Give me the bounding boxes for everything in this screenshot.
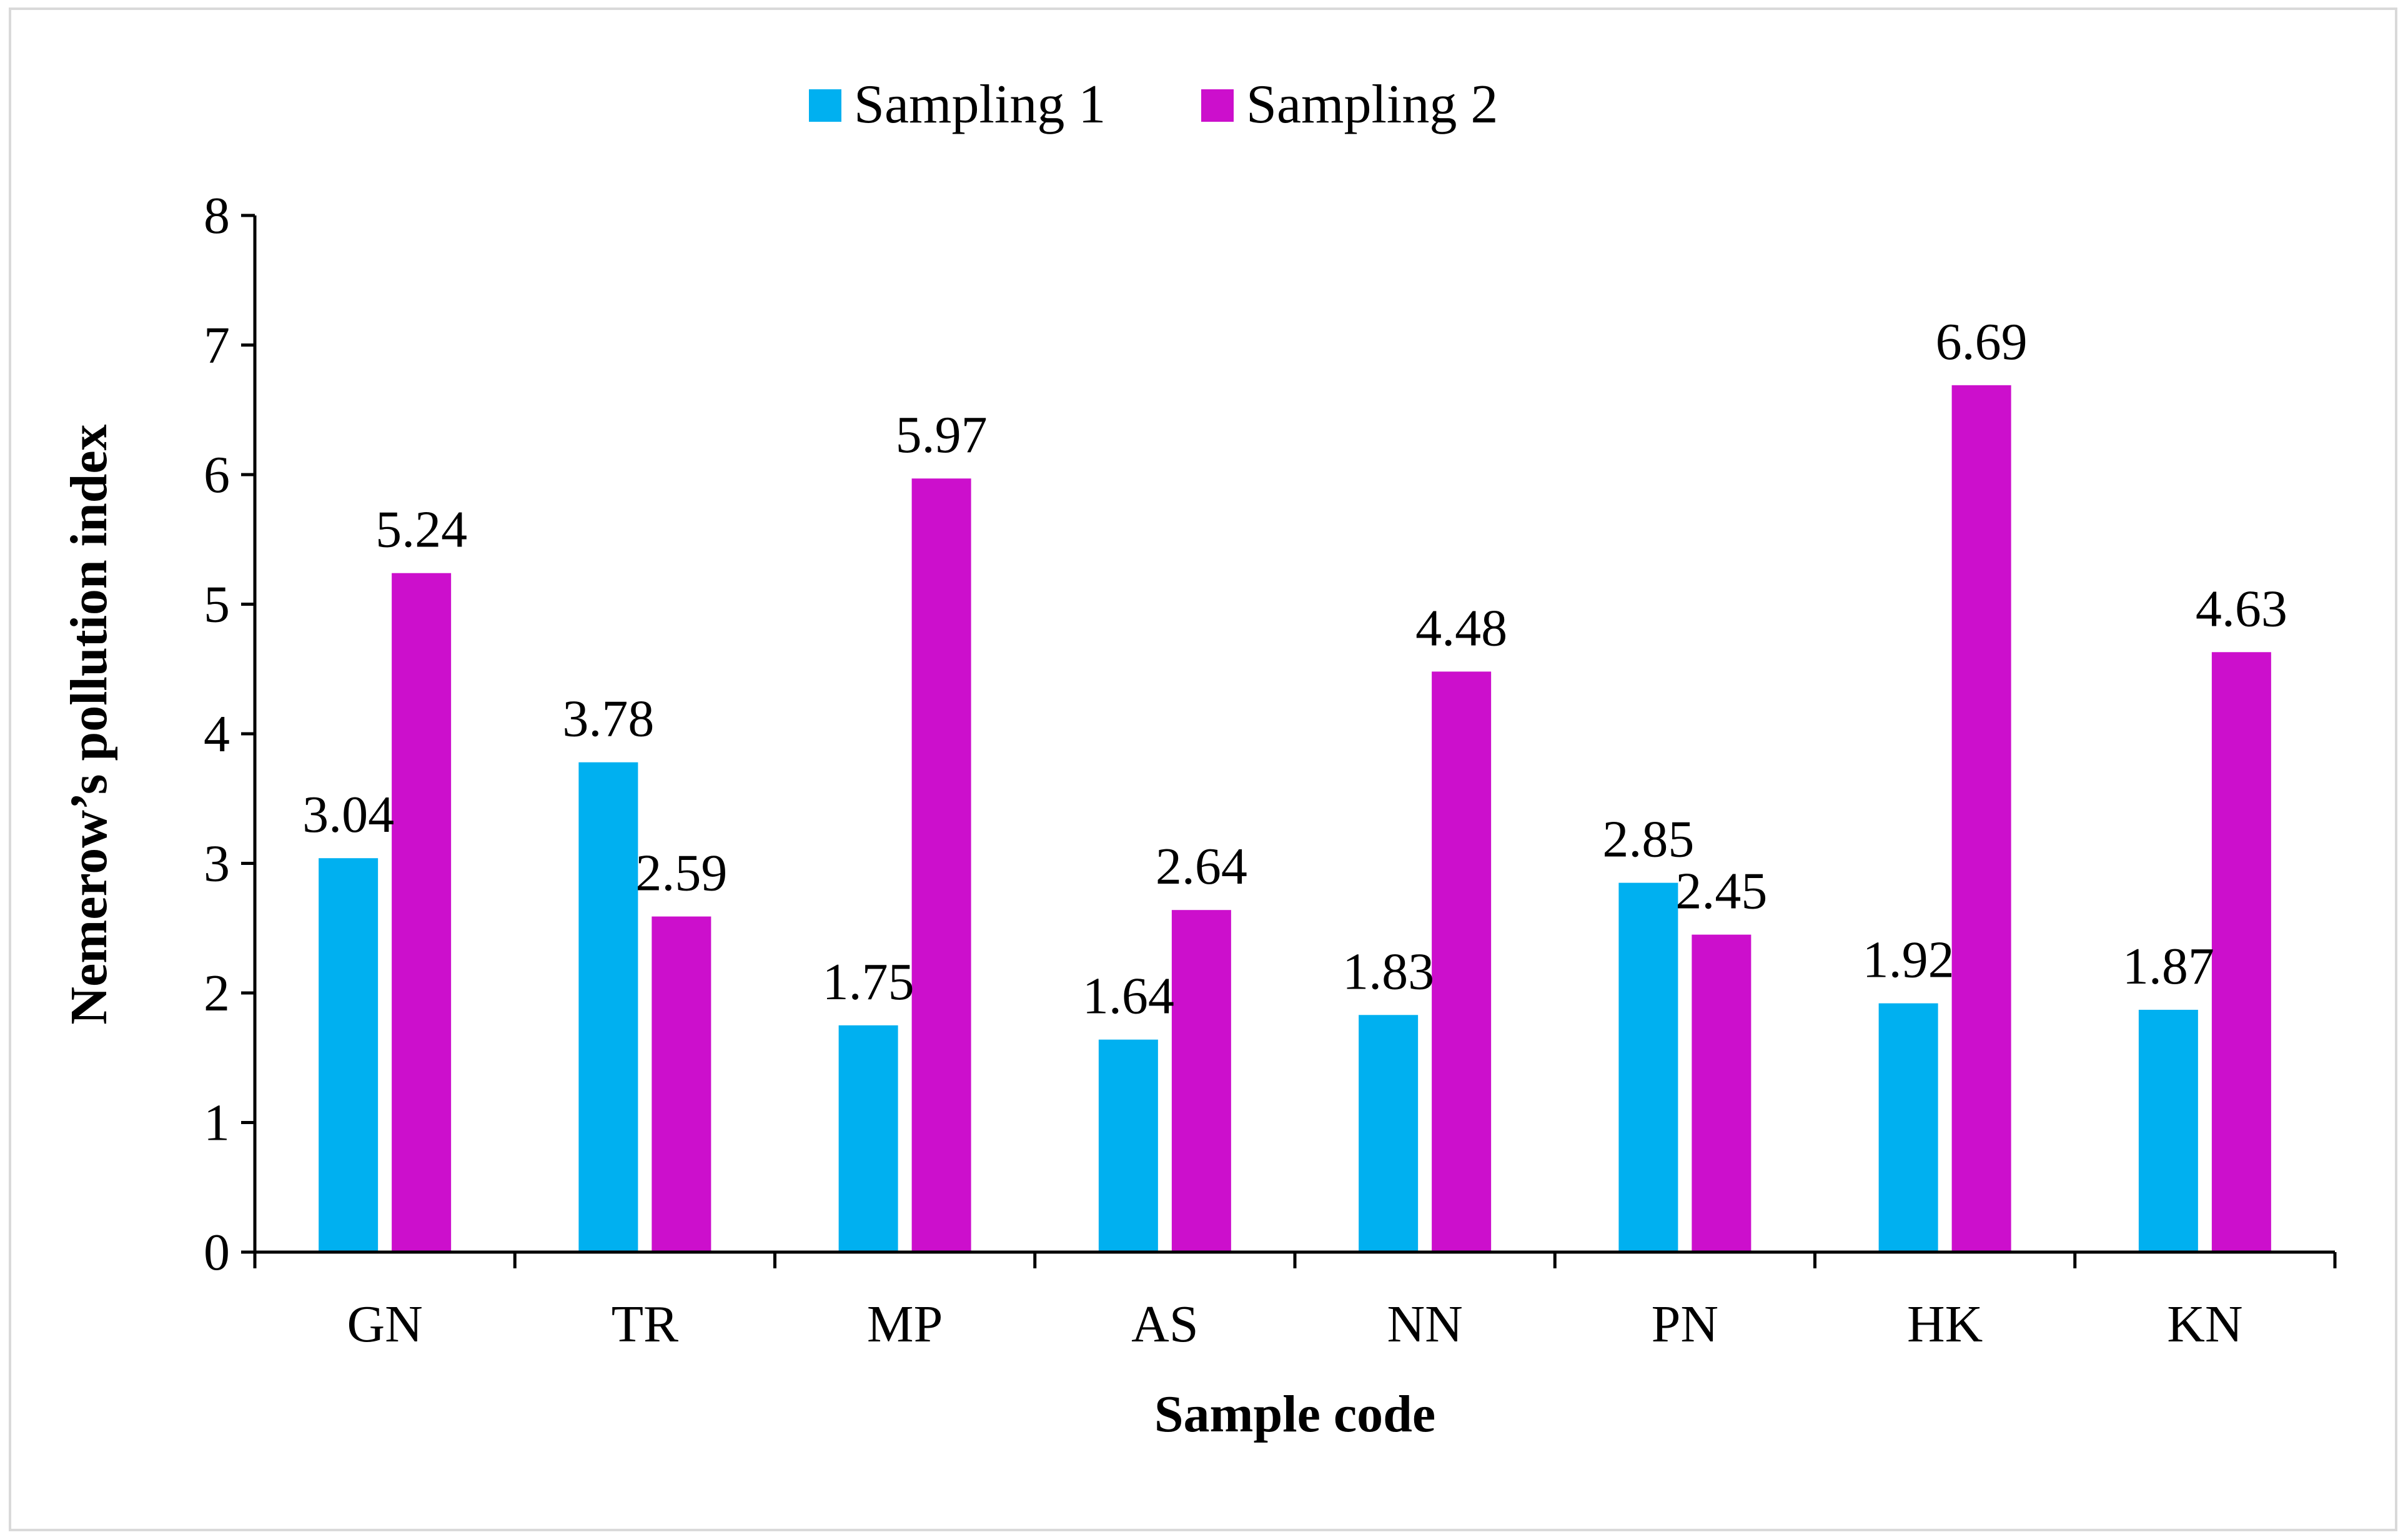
x-tick-label: TR <box>612 1295 678 1353</box>
axes: 0 1 2 3 4 5 6 7 8 GN TR MP AS NN PN HK KN <box>204 187 2337 1353</box>
bar-sampling-1-hk <box>1878 1003 1938 1252</box>
x-tick-label: NN <box>1387 1295 1462 1353</box>
x-tick-label: KN <box>2167 1295 2242 1353</box>
bar-sampling-1-kn <box>2138 1009 2198 1252</box>
bar-sampling-1-as <box>1098 1039 1158 1252</box>
y-tick-label: 8 <box>204 187 230 245</box>
data-label: 3.78 <box>562 690 654 748</box>
y-tick-label: 7 <box>204 317 230 375</box>
bar-sampling-2-kn <box>2211 652 2271 1252</box>
y-tick-label: 2 <box>204 964 230 1022</box>
data-label: 4.48 <box>1415 599 1507 657</box>
data-label: 4.63 <box>2196 580 2287 638</box>
bar-sampling-2-hk <box>1951 385 2011 1253</box>
x-tick-label: MP <box>867 1295 943 1353</box>
bar-sampling-1-mp <box>838 1025 898 1252</box>
bar-sampling-2-pn <box>1692 934 1751 1252</box>
legend: Sampling 1 Sampling 2 <box>809 74 1498 135</box>
data-label: 1.92 <box>1863 931 1955 989</box>
y-tick-label: 3 <box>204 835 230 893</box>
bar-sampling-2-gn <box>392 573 452 1253</box>
data-label: 1.64 <box>1083 967 1174 1025</box>
data-label: 1.75 <box>823 953 914 1011</box>
bar-sampling-1-nn <box>1359 1015 1419 1252</box>
bar-sampling-2-tr <box>652 916 711 1252</box>
x-tick-label: GN <box>347 1295 422 1353</box>
data-label: 6.69 <box>1936 313 2028 371</box>
x-tick-label: AS <box>1131 1295 1198 1353</box>
data-label: 2.85 <box>1602 811 1694 869</box>
legend-label: Sampling 2 <box>1246 74 1498 135</box>
legend-swatch <box>809 89 841 122</box>
legend-swatch <box>1201 89 1234 122</box>
data-label: 2.45 <box>1675 862 1767 921</box>
y-tick-label: 0 <box>204 1223 230 1281</box>
y-tick-label: 4 <box>204 705 230 763</box>
x-tick-label: HK <box>1907 1295 1983 1353</box>
bar-sampling-1-pn <box>1618 882 1678 1252</box>
bar-sampling-2-nn <box>1432 671 1492 1252</box>
x-axis-title: Sample code <box>1154 1385 1435 1443</box>
data-label: 2.64 <box>1156 837 1247 896</box>
y-tick-label: 1 <box>204 1094 230 1152</box>
data-label: 2.59 <box>635 844 727 902</box>
data-label: 5.97 <box>896 406 988 464</box>
bars <box>319 385 2271 1253</box>
data-label: 1.83 <box>1342 942 1434 1000</box>
bar-sampling-1-tr <box>578 762 638 1252</box>
bar-sampling-1-gn <box>319 858 379 1252</box>
x-tick-label: PN <box>1652 1295 1718 1353</box>
data-label: 3.04 <box>302 786 394 844</box>
bar-sampling-2-mp <box>911 478 971 1252</box>
bar-sampling-2-as <box>1171 910 1231 1252</box>
data-labels: 3.04 3.78 1.75 1.64 1.83 2.85 1.92 1.87 5.24 2.59… <box>302 313 2287 1025</box>
y-tick-label: 5 <box>204 576 230 634</box>
legend-label: Sampling 1 <box>854 74 1106 135</box>
y-axis-title: Nemerow’s pollution index <box>60 424 118 1024</box>
y-tick-label: 6 <box>204 446 230 504</box>
data-label: 5.24 <box>375 501 467 559</box>
data-label: 1.87 <box>2123 937 2214 995</box>
